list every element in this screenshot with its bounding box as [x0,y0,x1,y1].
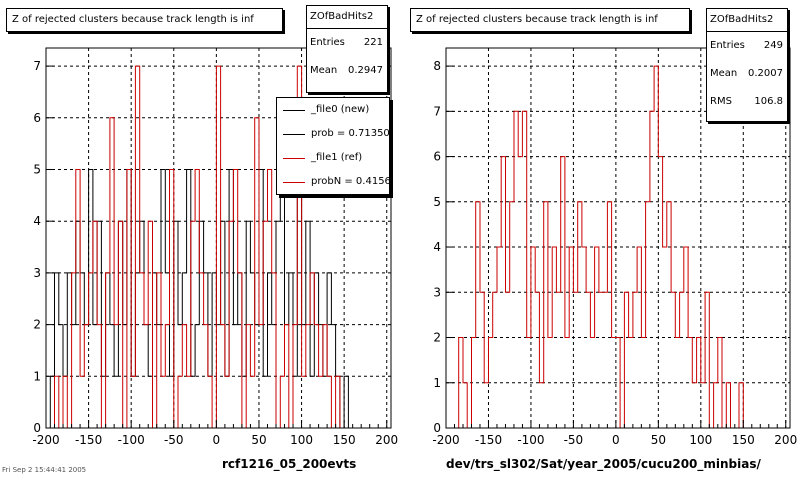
legend-entry-probn: probN = 0.415677 [277,170,389,194]
stats-value: 0.2007 [748,68,783,79]
footer-label-right: dev/trs_sl302/Sat/year_2005/cucu200_minb… [446,457,761,471]
stats-row-entries: Entries 221 [307,29,387,57]
stats-row-mean: Mean 0.2007 [707,60,787,88]
x-tick-label: -150 [475,433,502,447]
y-tick-label: 0 [433,421,441,435]
histogram-series-1 [46,65,391,429]
stats-name: ZOfBadHits2 [707,9,787,32]
stats-key: Entries [710,40,745,51]
legend-entry-file0: _file0 (new) [277,98,389,122]
x-tick-label: -100 [517,433,544,447]
y-tick-label: 3 [433,285,441,299]
stats-key: Entries [310,37,345,48]
y-tick-label: 5 [33,162,41,176]
x-tick-label: 200 [774,433,797,447]
stats-row-entries: Entries 249 [707,32,787,60]
x-tick-label: -50 [564,433,584,447]
stats-value: 0.2947 [348,65,383,76]
y-tick-label: 5 [433,195,441,209]
x-tick-label: -200 [32,433,59,447]
date-stamp: Fri Sep 2 15:44:41 2005 [2,466,87,474]
y-tick-label: 8 [433,59,441,73]
y-tick-label: 7 [33,59,41,73]
stats-box-right: ZOfBadHits2 Entries 249 Mean 0.2007 RMS … [706,8,788,122]
stats-key: RMS [710,96,732,107]
y-tick-label: 3 [33,266,41,280]
x-tick-label: -150 [75,433,102,447]
y-tick-label: 1 [33,369,41,383]
x-tick-label: -200 [432,433,459,447]
x-tick-label: 50 [251,433,266,447]
y-tick-label: 4 [33,214,41,228]
x-tick-label: -100 [118,433,145,447]
stats-box-left: ZOfBadHits2 Entries 221 Mean 0.2947 [306,5,388,93]
stats-value: 106.8 [754,96,783,107]
histogram-title-left: Z of rejected clusters because track len… [6,8,283,32]
x-tick-label: 50 [651,433,666,447]
legend-swatch [283,134,305,135]
legend-entry-file1: _file1 (ref) [277,146,389,170]
plot-frame [45,47,392,429]
footer-label-left: rcf1216_05_200evts [222,457,357,471]
y-tick-label: 2 [33,318,41,332]
x-tick-label: 200 [375,433,398,447]
x-tick-label: 150 [333,433,356,447]
y-tick-label: 1 [433,376,441,390]
y-tick-label: 6 [433,150,441,164]
y-tick-label: 6 [33,111,41,125]
legend-label: probN = 0.415677 [311,176,390,187]
stats-value: 221 [363,37,383,48]
stats-row-mean: Mean 0.2947 [307,57,387,85]
stats-row-rms: RMS 106.8 [707,88,787,116]
x-tick-label: -50 [164,433,184,447]
legend-swatch [283,182,305,183]
legend-swatch [283,158,305,159]
x-tick-label: 0 [213,433,221,447]
x-tick-label: 100 [290,433,313,447]
stats-key: Mean [710,68,738,79]
stats-key: Mean [310,65,338,76]
y-tick-label: 7 [433,104,441,118]
stats-value: 249 [763,40,783,51]
plot-frame [445,47,791,429]
legend-label: _file1 (ref) [311,152,363,163]
stats-name: ZOfBadHits2 [307,6,387,29]
histogram-series-0 [446,65,790,429]
legend-entry-prob: prob = 0.713505 [277,122,389,146]
y-tick-label: 4 [433,240,441,254]
x-tick-label: 100 [689,433,712,447]
legend-label: prob = 0.713505 [311,128,390,139]
x-tick-label: 0 [612,433,620,447]
histogram-title-right: Z of rejected clusters because track len… [410,8,690,32]
legend-swatch [283,110,305,111]
y-tick-label: 0 [33,421,41,435]
legend-label: _file0 (new) [311,104,370,115]
legend-box: _file0 (new) prob = 0.713505 _file1 (ref… [276,97,390,195]
x-tick-label: 150 [732,433,755,447]
y-tick-label: 2 [433,331,441,345]
